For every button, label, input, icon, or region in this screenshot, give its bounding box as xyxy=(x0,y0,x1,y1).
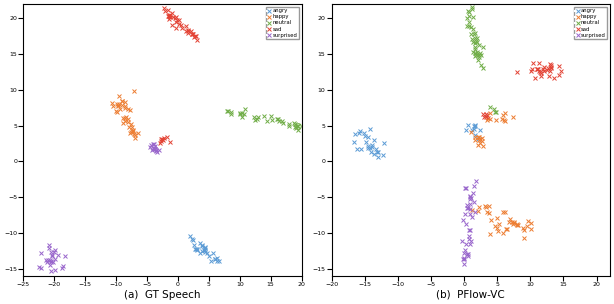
Legend: angry, happy, neutral, sad, surprised: angry, happy, neutral, sad, surprised xyxy=(266,7,299,39)
X-axis label: (a)  GT Speech: (a) GT Speech xyxy=(124,290,201,300)
Legend: angry, happy, neutral, sad, surprised: angry, happy, neutral, sad, surprised xyxy=(574,7,607,39)
X-axis label: (b)  PFlow-VC: (b) PFlow-VC xyxy=(437,290,505,300)
